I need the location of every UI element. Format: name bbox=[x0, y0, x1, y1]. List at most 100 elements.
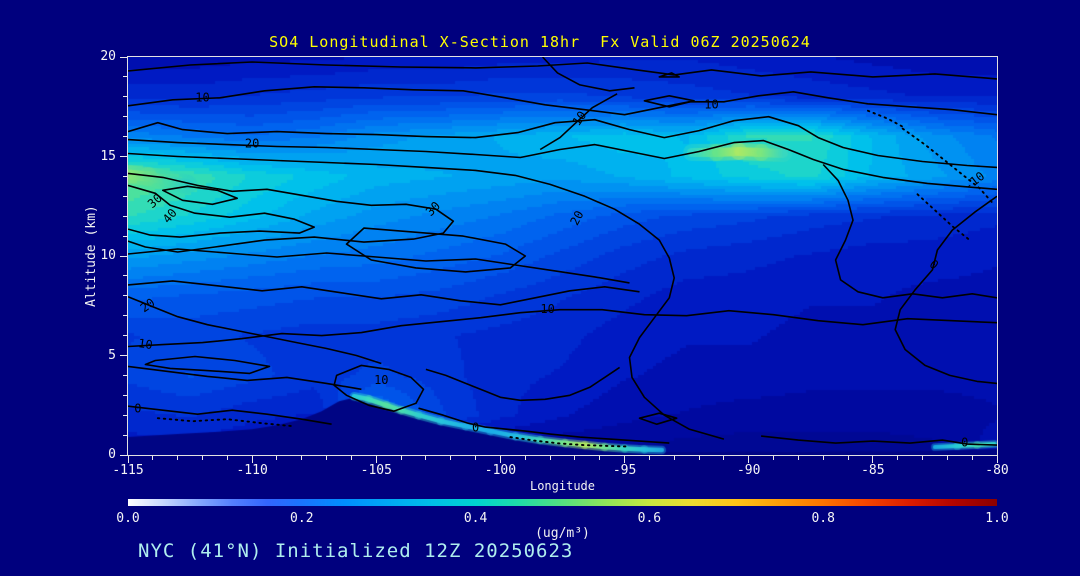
y-tick-label: 20 bbox=[100, 49, 116, 64]
tick-mark bbox=[226, 456, 228, 460]
tick-mark bbox=[123, 175, 127, 177]
tick-mark bbox=[524, 456, 526, 460]
tick-mark bbox=[624, 456, 626, 463]
contour-line bbox=[761, 435, 997, 446]
tick-mark bbox=[120, 355, 127, 356]
colorbar-tick-label: 1.0 bbox=[985, 511, 1009, 526]
contour-label: 10 bbox=[374, 373, 388, 387]
annotation: NYC (41°N) Initialized 12Z 20250623 bbox=[138, 540, 574, 562]
tick-mark bbox=[123, 414, 127, 416]
tick-mark bbox=[123, 275, 127, 277]
tick-mark bbox=[549, 456, 551, 460]
contour-line bbox=[333, 364, 425, 412]
tick-mark bbox=[123, 235, 127, 237]
colorbar-units: (ug/m³) bbox=[535, 526, 590, 541]
x-tick-label: -85 bbox=[861, 463, 885, 478]
tick-mark bbox=[301, 456, 303, 460]
contour-line bbox=[156, 417, 293, 428]
contour-line bbox=[128, 115, 997, 169]
colorbar-tick-label: 0.2 bbox=[290, 511, 314, 526]
contour-label: 0 bbox=[961, 436, 968, 450]
contour-label: -10 bbox=[962, 169, 988, 193]
tick-mark bbox=[946, 456, 948, 460]
tick-mark bbox=[375, 456, 377, 463]
contour-label: 40 bbox=[160, 206, 180, 226]
tick-mark bbox=[276, 456, 278, 460]
contour-label: 10 bbox=[137, 336, 153, 352]
contour-line bbox=[128, 405, 332, 425]
tick-mark bbox=[971, 456, 973, 460]
contour-line bbox=[128, 296, 382, 365]
tick-mark bbox=[120, 156, 127, 157]
tick-mark bbox=[773, 456, 775, 460]
tick-mark bbox=[499, 456, 501, 463]
tick-mark bbox=[822, 456, 824, 460]
y-tick-label: 5 bbox=[108, 347, 116, 363]
contour-label: 20 bbox=[245, 137, 259, 151]
tick-mark bbox=[120, 255, 127, 257]
tick-mark bbox=[201, 456, 203, 460]
colorbar-tick-label: 0.0 bbox=[116, 511, 140, 526]
x-tick-label: -110 bbox=[236, 463, 268, 478]
tick-mark bbox=[123, 136, 127, 138]
contour-label: 10 bbox=[704, 97, 718, 111]
tick-mark bbox=[648, 456, 650, 460]
x-tick-label: -100 bbox=[484, 463, 517, 478]
x-tick-label: -115 bbox=[112, 463, 144, 478]
tick-mark bbox=[847, 456, 849, 460]
tick-mark bbox=[127, 456, 129, 463]
contour-line bbox=[822, 163, 997, 299]
tick-mark bbox=[673, 456, 675, 460]
contour-line bbox=[539, 93, 618, 151]
tick-mark bbox=[177, 456, 179, 460]
tick-mark bbox=[922, 456, 923, 460]
contour-line bbox=[542, 57, 635, 92]
tick-mark bbox=[123, 96, 127, 98]
tick-mark bbox=[599, 456, 601, 460]
x-tick-label: -105 bbox=[360, 463, 392, 478]
contour-line bbox=[894, 195, 997, 385]
contour-line bbox=[643, 95, 695, 108]
tick-mark bbox=[872, 456, 874, 463]
tick-mark bbox=[574, 456, 576, 460]
tick-mark bbox=[123, 116, 127, 118]
tick-mark bbox=[123, 76, 127, 78]
tick-mark bbox=[251, 456, 253, 463]
y-tick-label: 10 bbox=[100, 248, 116, 263]
y-tick-label: 0 bbox=[108, 447, 116, 462]
contour-line bbox=[418, 407, 670, 444]
contour-label: 20 bbox=[567, 208, 586, 227]
contour-line bbox=[345, 227, 527, 273]
contour-line bbox=[128, 365, 362, 391]
tick-mark bbox=[475, 456, 477, 460]
tick-mark bbox=[152, 456, 154, 460]
contour-line bbox=[866, 109, 904, 128]
contour-line bbox=[162, 185, 238, 206]
contour-label: 0 bbox=[134, 402, 141, 416]
tick-mark bbox=[450, 456, 452, 460]
contour-label: 20 bbox=[138, 296, 158, 316]
tick-mark bbox=[400, 456, 402, 460]
x-tick-label: -95 bbox=[612, 463, 637, 478]
x-tick-label: -80 bbox=[985, 463, 1009, 478]
contour-line bbox=[128, 248, 630, 284]
tick-mark bbox=[120, 56, 127, 58]
contour-line bbox=[509, 436, 631, 448]
x-axis-title: Longitude bbox=[529, 479, 596, 493]
contour-line bbox=[916, 193, 971, 242]
colorbar bbox=[128, 499, 997, 506]
tick-mark bbox=[123, 315, 127, 317]
contour-line bbox=[638, 412, 678, 425]
contour-line bbox=[128, 172, 455, 253]
tick-mark bbox=[123, 215, 127, 217]
tick-mark bbox=[123, 195, 127, 197]
colorbar-tick-label: 0.6 bbox=[637, 511, 662, 526]
contour-line bbox=[128, 61, 997, 80]
contour-line bbox=[128, 152, 725, 440]
tick-mark bbox=[326, 456, 328, 460]
tick-mark bbox=[123, 394, 127, 396]
contour-line bbox=[128, 86, 997, 116]
contour-line bbox=[128, 308, 997, 348]
